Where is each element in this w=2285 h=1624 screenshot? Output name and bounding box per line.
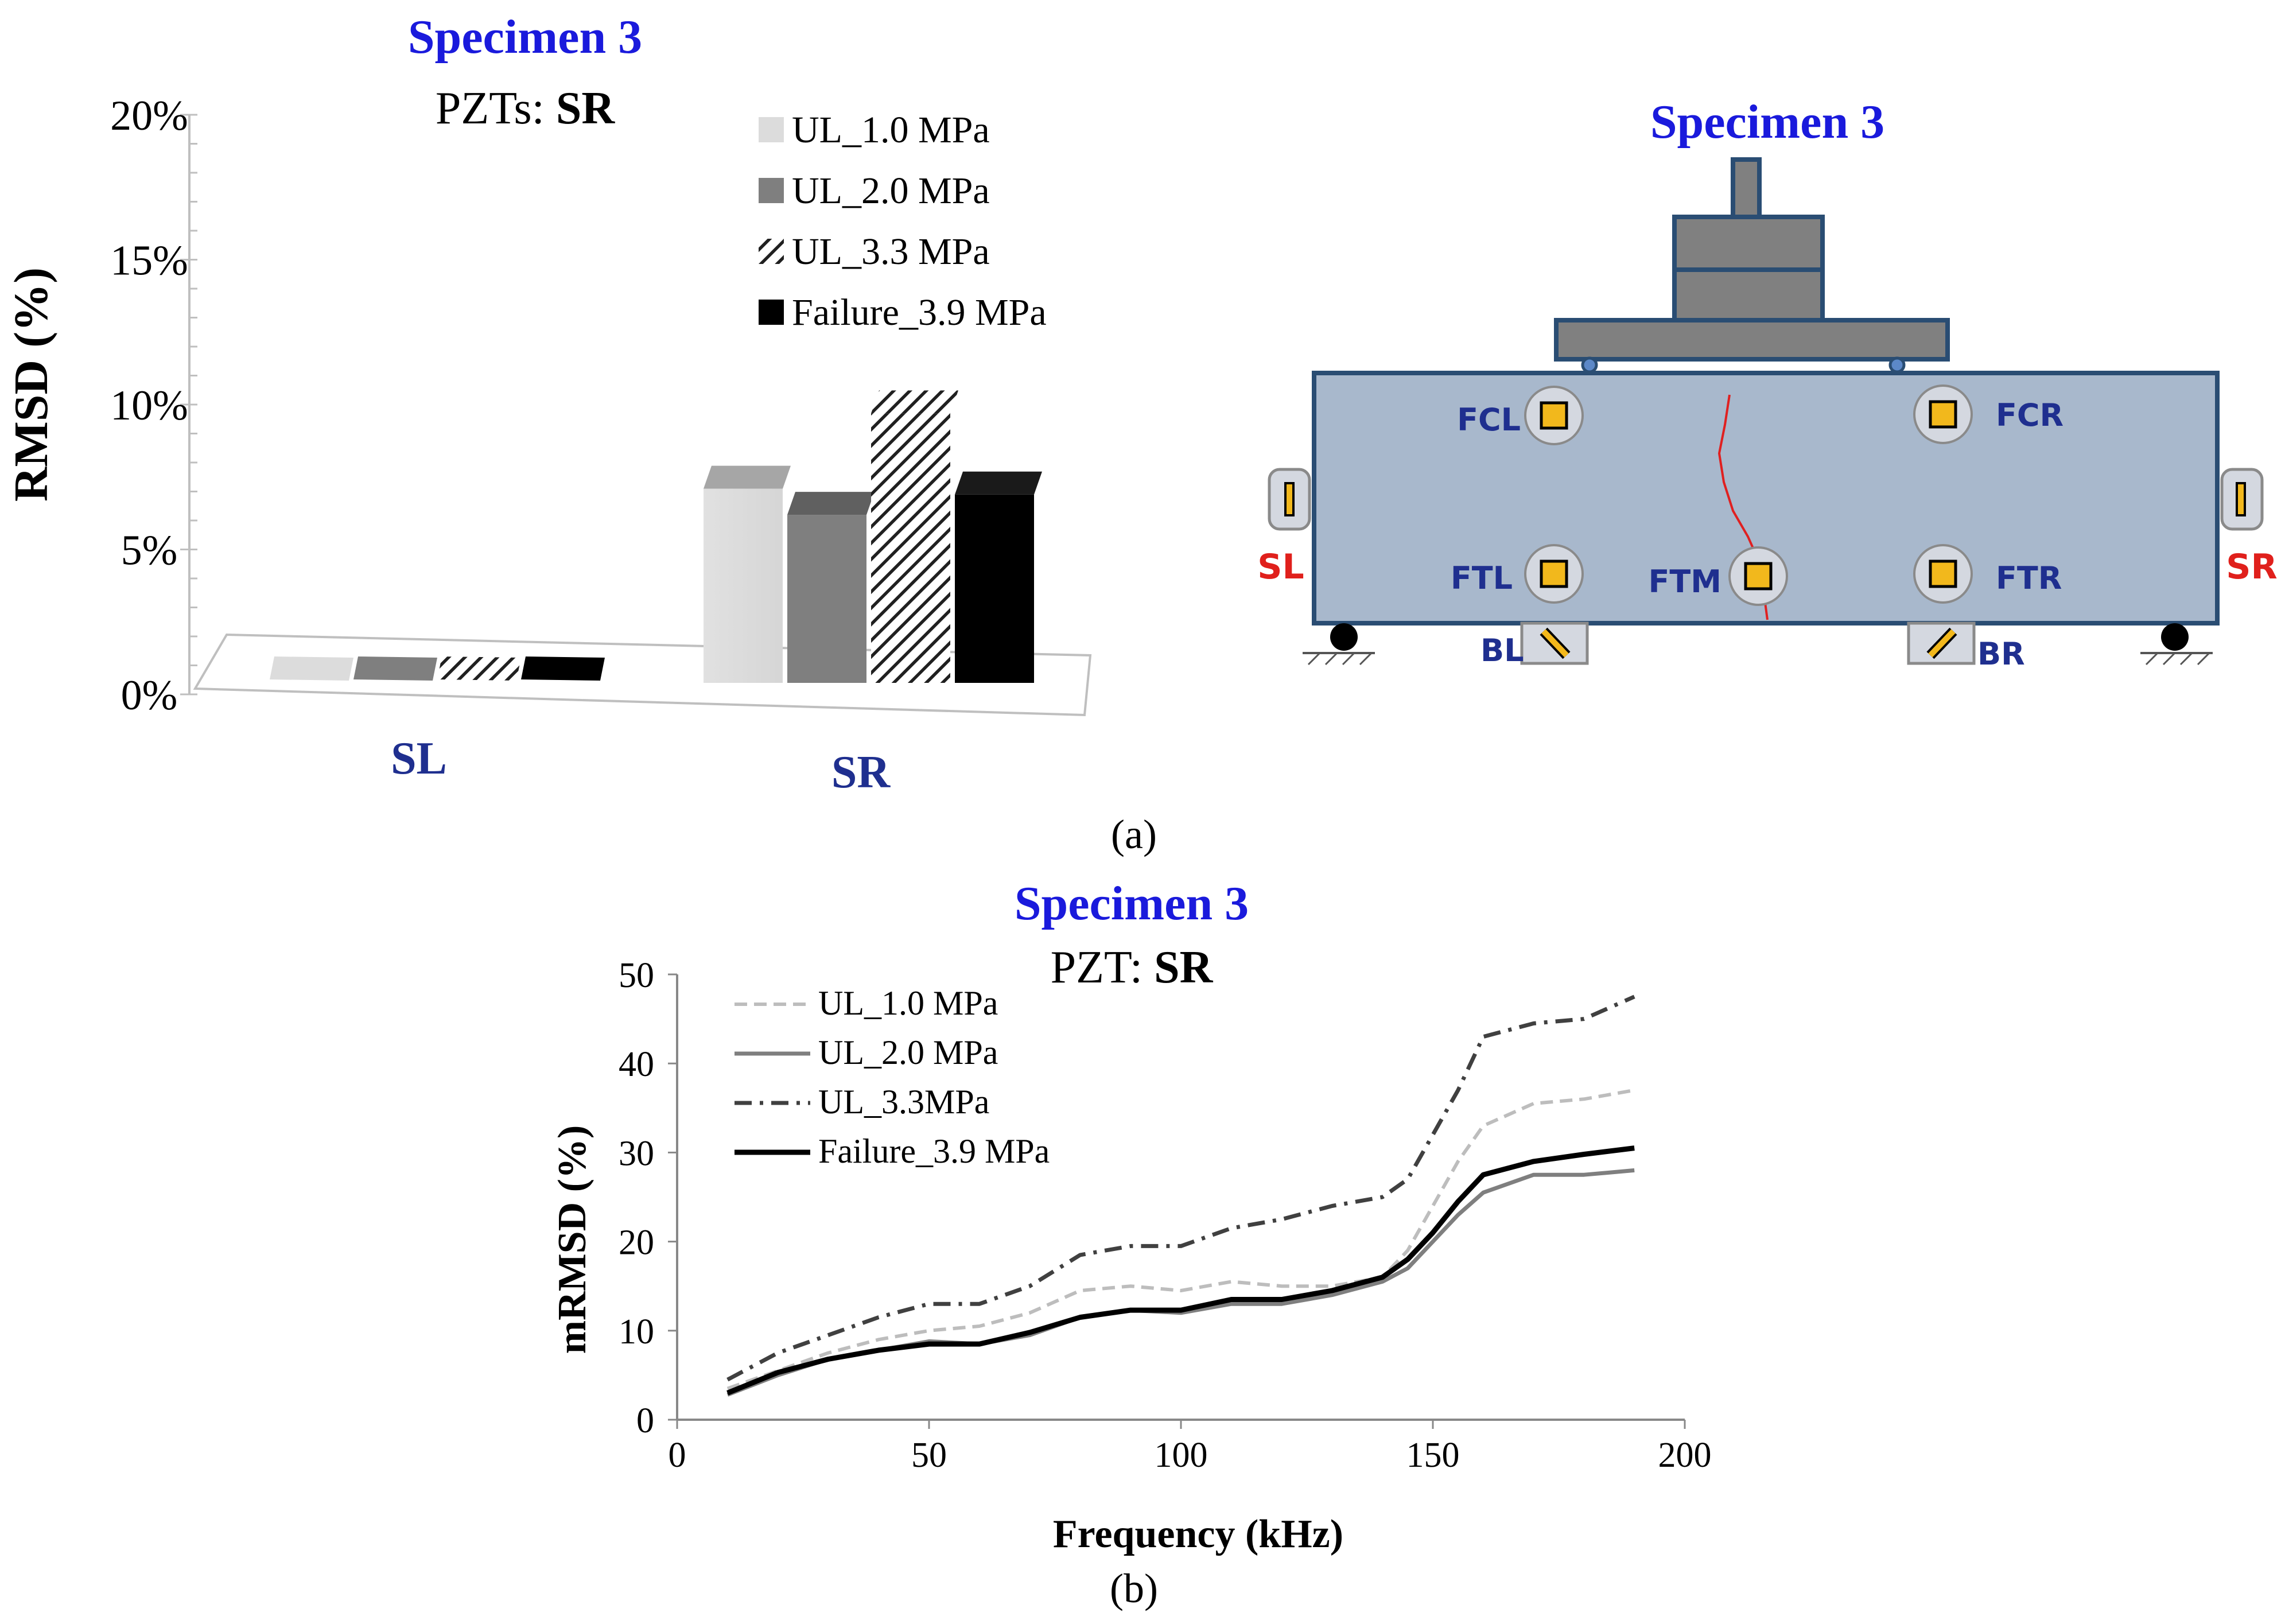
line-y-tick-label: 40 — [619, 1045, 654, 1084]
bar-mark-sl-2 — [353, 656, 437, 681]
bar-mark-sl-3 — [437, 656, 521, 681]
line-chart-subtitle-prefix: PZT: — [1051, 942, 1154, 993]
bar-legend-label: Failure_3.9 MPa — [792, 292, 1047, 333]
sensor-label-fcl: FCL — [1457, 402, 1521, 438]
sensor-label-ftl: FTL — [1451, 560, 1513, 596]
sensor-label-br: BR — [1977, 636, 2025, 672]
bar-legend-label: UL_3.3 MPa — [792, 231, 990, 273]
support-left — [1303, 623, 1375, 666]
line-chart-series — [726, 994, 1635, 1397]
line-y-tick-label: 20 — [619, 1223, 654, 1262]
diagram-title: Specimen 3 — [1650, 95, 1884, 149]
sensor-label-fcr: FCR — [1996, 397, 2064, 433]
bar-y-tick-label: 0% — [121, 672, 178, 719]
line-series-3 — [726, 994, 1635, 1382]
line-chart-ticks: 0 10 20 30 40 50 0 50 100 150 200 — [619, 956, 1712, 1475]
line-chart-title: Specimen 3 — [1015, 877, 1249, 930]
line-y-tick-label: 50 — [619, 956, 654, 995]
bar-category-label-sr: SR — [831, 747, 891, 798]
sensor-sl: SL — [1257, 468, 1311, 587]
line-x-tick-label: 50 — [911, 1436, 947, 1475]
line-chart-x-label: Frequency (kHz) — [1053, 1512, 1343, 1556]
bar-legend-swatch — [759, 178, 784, 203]
load-block-lower — [1672, 267, 1825, 323]
line-x-tick-label: 200 — [1658, 1436, 1712, 1475]
bar-chart-title: Specimen 3 — [408, 10, 642, 64]
sensor-label-ftr: FTR — [1996, 560, 2062, 596]
bar-legend-swatch — [759, 239, 784, 264]
line-series-2 — [726, 1168, 1635, 1397]
line-legend-label: UL_1.0 MPa — [818, 984, 998, 1022]
line-chart-y-label: mRMSD (%) — [550, 1125, 594, 1354]
sensor-fcr: FCR — [1913, 384, 2064, 444]
bar-legend-swatch — [759, 300, 784, 325]
bar-y-tick-label: 10% — [110, 382, 188, 429]
panel-b-label: (b) — [1110, 1565, 1158, 1611]
sensor-ftr: FTR — [1913, 544, 2062, 604]
sensor-ftm: FTM — [1649, 546, 1788, 606]
line-legend-label: Failure_3.9 MPa — [818, 1132, 1050, 1170]
sensor-fcl: FCL — [1457, 386, 1584, 445]
support-right — [2140, 623, 2213, 666]
load-point-right — [1888, 356, 1906, 374]
sensor-ftl: FTL — [1451, 544, 1584, 604]
bar-chart-bars — [270, 390, 1042, 683]
specimen-diagram: Specimen 3 FCL FCR FTL — [1257, 95, 2277, 672]
bar-mark-sl-1 — [270, 656, 353, 681]
mrmsd-line-chart: Specimen 3 PZT: SR mRMSD (%) Frequency (… — [550, 877, 1712, 1556]
bar-y-tick-label: 5% — [121, 527, 178, 574]
bar-mark-sr-2 — [787, 492, 875, 683]
line-chart-subtitle: PZT: SR — [1051, 942, 1214, 993]
bar-y-tick-label: 20% — [110, 92, 188, 139]
bar-mark-sr-4 — [955, 471, 1042, 683]
sensor-bl: BL — [1480, 621, 1589, 669]
bar-chart-legend: UL_1.0 MPa UL_2.0 MPa UL_3.3 MPa Failure_3.… — [759, 109, 1047, 333]
rmsd-bar-chart: Specimen 3 PZTs: SR RMSD (%) 0% 5% 10% 15% 2… — [5, 10, 1092, 798]
bar-mark-sr-1 — [704, 465, 791, 683]
sensor-sr: SR — [2220, 468, 2278, 587]
bar-chart-y-label: RMSD (%) — [5, 267, 58, 502]
line-series-4 — [726, 1145, 1635, 1396]
line-legend-label: UL_2.0 MPa — [818, 1034, 998, 1071]
line-y-tick-label: 10 — [619, 1312, 654, 1351]
line-y-tick-label: 0 — [636, 1401, 654, 1440]
bar-legend-label: UL_1.0 MPa — [792, 109, 990, 151]
load-piston — [1731, 157, 1762, 219]
bar-chart-axes — [188, 114, 197, 696]
bar-mark-sl-4 — [521, 656, 605, 681]
bar-chart-subtitle-bold: SR — [556, 83, 615, 134]
bar-chart-subtitle: PZTs: SR — [436, 83, 615, 134]
panel-a-label: (a) — [1111, 811, 1157, 857]
sensor-br: BR — [1907, 621, 2025, 672]
line-series-1 — [726, 1088, 1635, 1390]
bar-chart-subtitle-prefix: PZTs: — [436, 83, 556, 134]
load-block-upper — [1672, 215, 1825, 272]
line-legend-label: UL_3.3MPa — [818, 1083, 989, 1121]
line-x-tick-label: 100 — [1155, 1436, 1208, 1475]
bar-chart-y-ticks: 0% 5% 10% 15% 20% — [110, 92, 189, 719]
sensor-label-sr: SR — [2226, 547, 2277, 587]
bar-mark-sr-3 — [871, 390, 958, 683]
sensor-label-bl: BL — [1480, 632, 1524, 669]
load-point-left — [1581, 356, 1598, 374]
spreader-beam — [1554, 318, 1950, 362]
line-chart-legend: UL_1.0 MPa UL_2.0 MPa UL_3.3MPa Failure_3.9… — [735, 984, 1050, 1170]
sensor-label-sl: SL — [1257, 547, 1304, 587]
line-x-tick-label: 0 — [669, 1436, 686, 1475]
bar-chart-categories: SL SR — [391, 733, 891, 798]
bar-y-tick-label: 15% — [110, 238, 188, 285]
bar-category-label-sl: SL — [391, 733, 447, 784]
line-chart-subtitle-bold: SR — [1154, 942, 1213, 993]
sensor-label-ftm: FTM — [1649, 564, 1721, 600]
bar-legend-swatch — [759, 117, 784, 142]
bar-legend-label: UL_2.0 MPa — [792, 170, 990, 212]
line-y-tick-label: 30 — [619, 1134, 654, 1173]
line-x-tick-label: 150 — [1406, 1436, 1460, 1475]
